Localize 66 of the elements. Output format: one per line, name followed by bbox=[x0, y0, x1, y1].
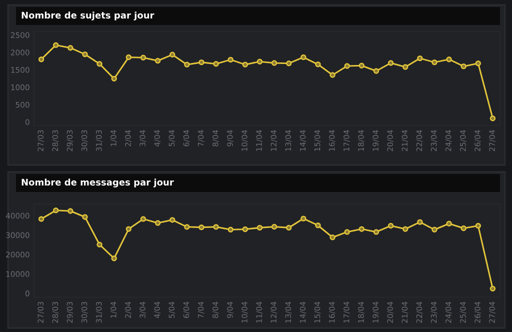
point bbox=[82, 214, 88, 220]
point bbox=[402, 64, 408, 70]
point bbox=[432, 226, 438, 232]
point bbox=[417, 219, 423, 225]
point bbox=[256, 58, 263, 64]
point bbox=[490, 116, 496, 122]
point bbox=[330, 234, 336, 240]
point bbox=[330, 72, 336, 78]
point bbox=[96, 61, 102, 67]
point bbox=[126, 226, 132, 232]
point bbox=[300, 216, 306, 222]
point bbox=[228, 56, 234, 63]
point bbox=[315, 222, 321, 228]
point bbox=[286, 224, 292, 231]
point bbox=[271, 224, 278, 230]
point bbox=[96, 242, 102, 248]
point bbox=[52, 208, 59, 214]
point bbox=[300, 54, 306, 60]
point bbox=[184, 62, 190, 68]
point bbox=[373, 68, 380, 74]
point bbox=[228, 226, 234, 232]
point bbox=[417, 55, 423, 62]
point bbox=[402, 226, 408, 232]
point bbox=[388, 60, 394, 66]
point bbox=[358, 226, 365, 232]
point bbox=[140, 216, 146, 222]
point bbox=[198, 224, 204, 230]
point bbox=[446, 220, 452, 226]
point bbox=[213, 224, 219, 230]
point bbox=[271, 60, 278, 66]
point bbox=[68, 45, 74, 51]
point bbox=[52, 42, 59, 48]
point bbox=[154, 58, 161, 64]
point bbox=[111, 76, 117, 82]
point bbox=[38, 216, 44, 222]
point bbox=[169, 217, 176, 223]
point bbox=[198, 59, 204, 66]
point bbox=[242, 226, 248, 232]
point bbox=[460, 63, 466, 70]
point bbox=[169, 52, 176, 58]
point bbox=[184, 224, 190, 230]
chart-title: Nombre de messages par jour bbox=[22, 178, 174, 188]
point bbox=[373, 229, 380, 235]
point bbox=[68, 208, 74, 214]
point bbox=[213, 61, 219, 67]
point bbox=[344, 63, 350, 69]
point bbox=[154, 220, 161, 226]
point bbox=[475, 60, 482, 66]
point bbox=[315, 62, 321, 68]
point bbox=[460, 225, 466, 232]
point bbox=[38, 56, 44, 62]
chart-title: Nombre de sujets par jour bbox=[22, 12, 154, 20]
point bbox=[432, 59, 438, 66]
point bbox=[82, 51, 88, 58]
point bbox=[490, 286, 496, 292]
point bbox=[475, 222, 482, 229]
point bbox=[446, 56, 452, 62]
point bbox=[111, 256, 117, 262]
point bbox=[140, 54, 146, 60]
point bbox=[256, 224, 263, 231]
point bbox=[242, 62, 248, 68]
point bbox=[126, 54, 132, 60]
point bbox=[344, 229, 350, 235]
point bbox=[388, 222, 394, 229]
point bbox=[286, 60, 292, 66]
point bbox=[358, 62, 365, 68]
